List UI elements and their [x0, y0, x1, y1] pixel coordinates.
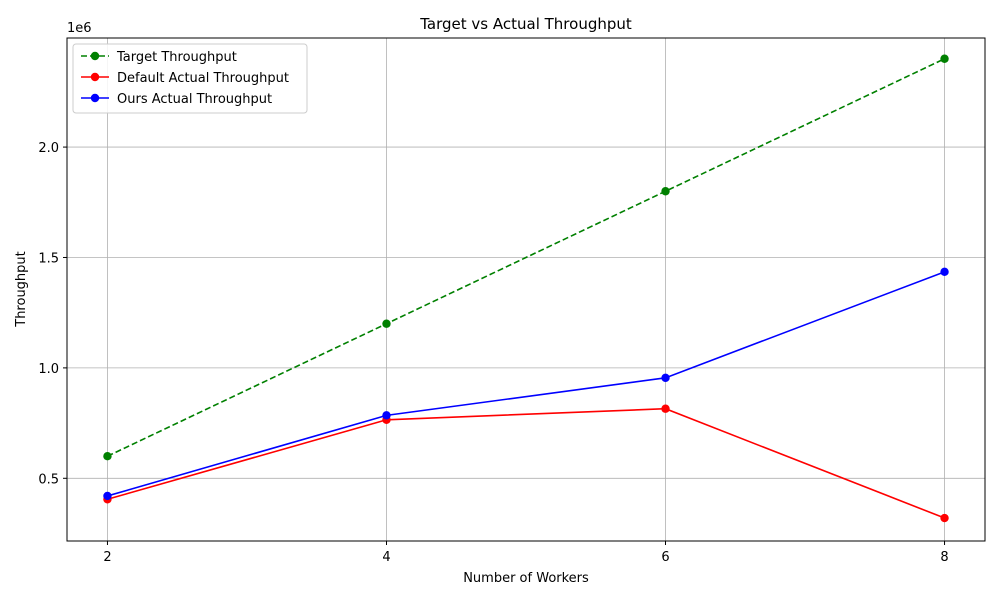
data-point — [661, 404, 670, 413]
data-point — [382, 319, 391, 328]
y-axis-label: Throughput — [14, 251, 29, 328]
y-offset-label: 1e6 — [67, 21, 92, 36]
data-point — [661, 187, 670, 196]
legend-entry-label: Default Actual Throughput — [117, 71, 289, 86]
data-point — [661, 373, 670, 383]
legend: Target Throughput Default Actual Throughp… — [72, 43, 308, 114]
legend-entry-label: Ours Actual Throughput — [117, 92, 272, 107]
y-tick-label: 2.0 — [38, 141, 59, 156]
legend-box — [72, 43, 308, 114]
x-tick-label: 4 — [382, 550, 390, 565]
legend-swatch-marker — [90, 51, 100, 61]
x-axis-label: Number of Workers — [463, 571, 589, 586]
series-line — [107, 58, 945, 457]
data-point — [103, 452, 112, 461]
x-tick-label: 8 — [940, 550, 948, 565]
chart-title: Target vs Actual Throughput — [419, 15, 632, 33]
data-point — [382, 411, 391, 420]
legend-entry-label: Target Throughput — [116, 50, 237, 65]
data-point — [103, 491, 112, 501]
y-tick-label: 0.5 — [38, 472, 59, 487]
data-point — [940, 54, 949, 63]
series-group — [103, 54, 949, 523]
plot-frame — [66, 37, 986, 542]
legend-swatch-marker — [90, 93, 100, 103]
grid-lines — [67, 38, 985, 541]
legend-swatch-marker — [90, 72, 100, 82]
y-tick-label: 1.5 — [38, 251, 59, 266]
axis-ticks: 2 4 6 8 0.5 1.0 1.5 2.0 — [38, 141, 948, 565]
data-point — [940, 513, 949, 523]
series-line — [107, 407, 945, 519]
series-line — [107, 271, 945, 497]
x-tick-label: 6 — [661, 550, 669, 565]
x-tick-label: 2 — [103, 550, 111, 565]
y-tick-label: 1.0 — [38, 362, 59, 377]
data-point — [940, 267, 949, 277]
